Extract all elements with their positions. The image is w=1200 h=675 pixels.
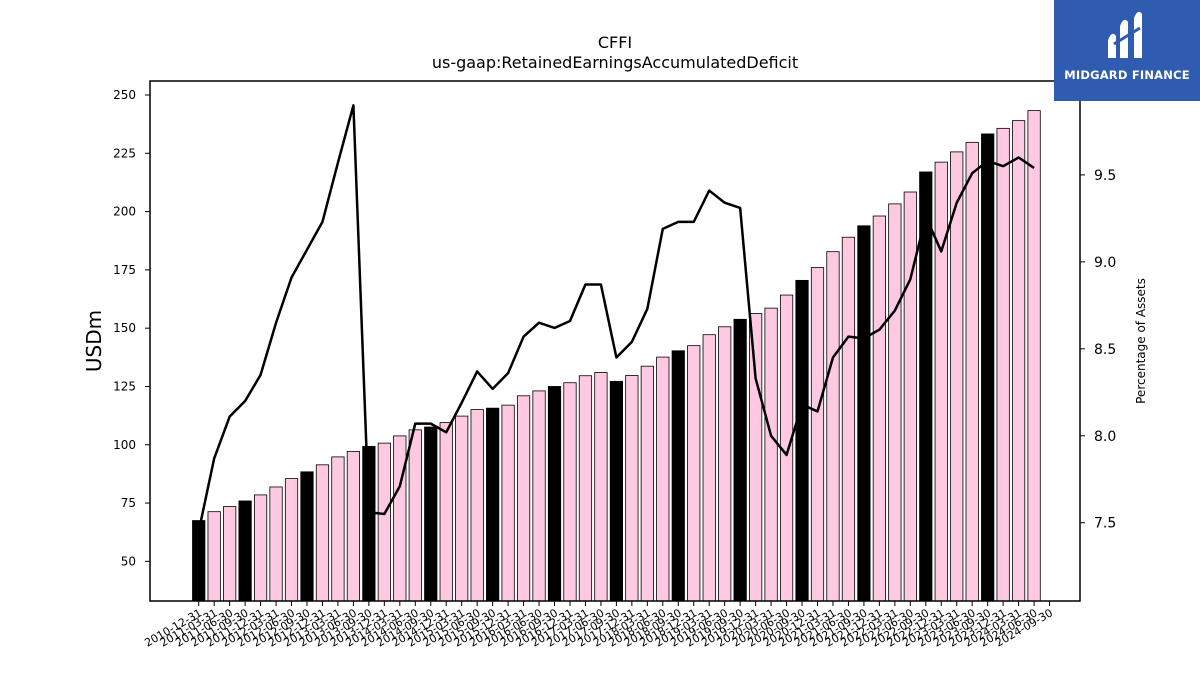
- bar-2023-09-30: [981, 133, 995, 602]
- plot-frame: [149, 80, 1081, 602]
- y2-tick-label: 9.5: [1094, 168, 1116, 184]
- bar-2019-09-30: [733, 318, 747, 602]
- bar-2012-06-30: [284, 478, 299, 602]
- bar-2013-09-30: [362, 445, 376, 602]
- bar-2022-03-31: [888, 203, 902, 602]
- bar-2021-09-30: [857, 225, 871, 602]
- bar-2010-12-31: [192, 520, 206, 602]
- brand-logo: MIDGARD FINANCE: [1054, 0, 1200, 101]
- y2-tick-label: 8.0: [1094, 429, 1116, 445]
- y2-tick-label: 9.0: [1094, 255, 1116, 271]
- bar-2012-09-30: [300, 471, 314, 602]
- y-tick-label: 225: [113, 146, 136, 160]
- chart-title: CFFI: [598, 33, 632, 52]
- y2-tick-label: 7.5: [1094, 516, 1116, 532]
- bar-2024-06-30: [1027, 110, 1041, 602]
- bar-2018-09-30: [671, 350, 685, 602]
- bar-2011-12-31: [253, 494, 268, 602]
- bar-2013-12-31: [377, 442, 391, 602]
- bar-2016-12-31: [563, 382, 577, 602]
- y-axis: 50 75 100 125 150 175 200 225 250: [113, 88, 150, 568]
- bar-2014-06-30: [408, 429, 422, 602]
- bar-2017-09-30: [609, 380, 623, 602]
- y-tick-label: 250: [113, 88, 136, 102]
- bar-2011-03-31: [207, 511, 221, 602]
- bar-2015-12-31: [501, 404, 515, 602]
- bar-2024-03-31: [1012, 120, 1026, 602]
- bar-2022-12-31: [934, 161, 948, 602]
- bar-2011-06-30: [223, 506, 237, 602]
- x-axis: 2010-12-312011-03-312011-06-302011-09-30…: [142, 601, 1055, 650]
- y-tick-label: 150: [113, 321, 136, 335]
- bar-2017-12-31: [625, 375, 639, 602]
- bar-2023-06-30: [965, 141, 979, 602]
- bar-2018-12-31: [687, 345, 701, 602]
- percentage-line: [197, 104, 1035, 532]
- bar-2014-09-30: [424, 426, 438, 602]
- bar-2014-03-31: [393, 435, 407, 602]
- bar-2019-06-30: [718, 326, 732, 602]
- bar-2020-09-30: [795, 279, 809, 602]
- bar-2023-12-31: [996, 127, 1010, 602]
- bar-2022-06-30: [903, 191, 917, 602]
- bar-2012-03-31: [269, 486, 283, 602]
- bar-2013-03-31: [331, 456, 345, 602]
- bar-2021-03-31: [826, 251, 840, 602]
- bar-2017-03-31: [578, 375, 593, 602]
- bar-2012-12-31: [315, 464, 330, 602]
- y2-axis-label: Percentage of Assets: [1134, 278, 1148, 404]
- bar-2016-03-31: [516, 395, 531, 602]
- bar-2019-03-31: [702, 334, 716, 602]
- y-tick-label: 175: [113, 263, 136, 277]
- y-tick-label: 50: [121, 554, 136, 568]
- bar-2015-06-30: [470, 409, 484, 602]
- bar-2015-03-31: [455, 415, 469, 602]
- y2-axis: 7.5 8.0 8.5 9.0 9.5: [1080, 168, 1116, 532]
- y-tick-label: 200: [113, 205, 136, 219]
- line-series: [197, 104, 1035, 532]
- bar-2020-12-31: [810, 267, 825, 602]
- bar-2020-03-31: [764, 307, 778, 602]
- y-axis-label: USDm: [82, 310, 106, 372]
- bar-2021-12-31: [872, 215, 886, 602]
- bar-2014-12-31: [439, 422, 453, 602]
- bar-2018-06-30: [656, 356, 670, 602]
- chart-subtitle: us-gaap:RetainedEarningsAccumulatedDefic…: [432, 53, 798, 72]
- bar-2013-06-30: [346, 451, 361, 602]
- logo-mark-icon: [1108, 11, 1142, 58]
- y-tick-label: 100: [113, 438, 136, 452]
- bar-2019-12-31: [749, 313, 763, 602]
- bar-2017-06-30: [594, 372, 608, 602]
- bar-2021-06-30: [841, 236, 856, 602]
- y-tick-label: 75: [121, 496, 136, 510]
- logo-text: MIDGARD FINANCE: [1064, 68, 1190, 82]
- bar-2011-09-30: [238, 500, 252, 602]
- bar-2016-06-30: [532, 390, 546, 602]
- y2-tick-label: 8.5: [1094, 342, 1116, 358]
- bar-2016-09-30: [547, 386, 562, 602]
- bar-2018-03-31: [640, 365, 654, 602]
- y-tick-label: 125: [113, 379, 136, 393]
- bar-2015-09-30: [486, 407, 500, 602]
